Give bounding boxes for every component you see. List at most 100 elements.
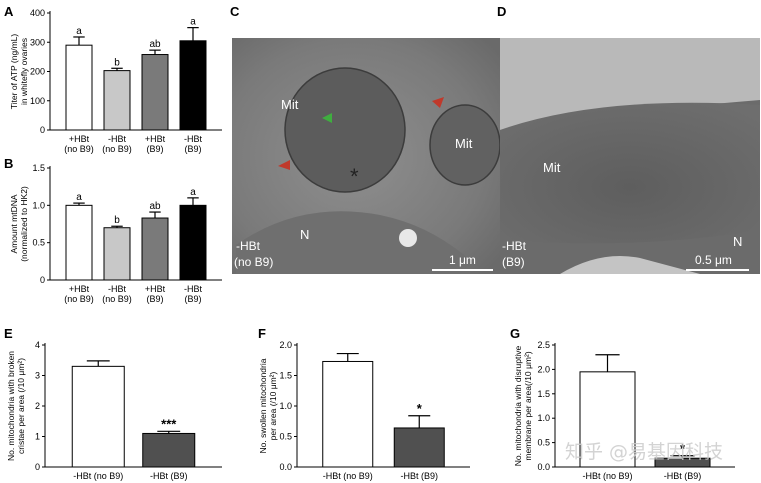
x-tick-label: (B9) (146, 144, 163, 154)
watermark-text: 知乎 @易基因科技 (565, 441, 723, 463)
panel-letter-f: F (258, 326, 266, 341)
y-axis-label-line: membrane per area(/10 μm²) (523, 351, 533, 460)
panel-letter-e: E (4, 326, 13, 341)
significance-label: b (114, 215, 120, 226)
bar (65, 204, 93, 281)
y-axis-label-line: in whitefly ovaries (19, 38, 29, 105)
em-c-condition-1: -HBt (236, 239, 261, 253)
x-tick-label: -HBt (B9) (400, 471, 438, 481)
bar (393, 427, 445, 468)
x-tick-label: +HBt (145, 134, 166, 144)
x-tick-label: -HBt (108, 284, 126, 294)
y-axis-label-line: cristae per area (/10 μm²) (16, 358, 26, 454)
y-tick-label: 0 (40, 275, 45, 285)
x-tick-label: (no B9) (64, 294, 94, 304)
bar (71, 365, 125, 468)
significance-label: a (76, 26, 82, 37)
y-axis-label-line: Titer of ATP (ng/mL) (9, 34, 19, 110)
x-tick-label: -HBt (184, 284, 202, 294)
significance-label: a (190, 17, 196, 28)
x-tick-label: -HBt (184, 134, 202, 144)
panel-letter-c: C (230, 4, 240, 19)
em-d-scale-label: 0.5 μm (695, 253, 732, 267)
x-tick-label: -HBt (B9) (150, 471, 188, 481)
y-tick-label: 0.5 (279, 432, 292, 442)
significance-label: *** (161, 416, 177, 431)
significance-label: a (76, 192, 82, 203)
y-tick-label: 1 (35, 432, 40, 442)
y-axis-label: No. mitochondria with disruptive membrane… (513, 346, 533, 467)
chart-swollen-mitochondria: 0.00.51.01.52.0No. swollen mitochondria p… (258, 340, 470, 481)
x-tick-label: (B9) (184, 294, 201, 304)
chart-mtdna-amount: 0 0.5 1.0 1.5 Amount mtDNA (normalized to HK2… (9, 163, 222, 304)
green-arrow-icon (322, 113, 332, 123)
y-tick-label: 400 (30, 8, 45, 18)
y-tick-label: 0.5 (32, 238, 45, 248)
y-tick-label: 1.5 (537, 389, 550, 399)
y-tick-label: 1.0 (32, 200, 45, 210)
em-image-c: * Mit Mit N -HBt (no B9) 1 μm (232, 38, 501, 274)
em-image-d: Mit N -HBt (B9) 0.5 μm (500, 38, 760, 274)
y-tick-label: 2.0 (279, 340, 292, 350)
y-tick-label: 0.0 (279, 462, 292, 472)
x-tick-label: (B9) (184, 144, 201, 154)
em-d-condition-2: (B9) (502, 255, 525, 269)
chart-atp-titer: 0 100 200 300 400 Titer of ATP (ng/mL) in whit… (9, 8, 222, 154)
em-c-condition-2: (no B9) (234, 255, 273, 269)
panel-letter-a: A (4, 4, 14, 19)
chart-disruptive-membrane: 0.0 0.5 1.0 1.5 2.0 2.5 No. mitochondria with … (513, 340, 735, 481)
y-tick-label: 1.5 (279, 371, 292, 381)
y-tick-label: 1.0 (279, 401, 292, 411)
y-axis-label: Titer of ATP (ng/mL) in whitefly ovaries (9, 34, 29, 110)
significance-label: * (417, 401, 423, 416)
y-tick-label: 1.0 (537, 413, 550, 423)
em-c-scale-label: 1 μm (449, 253, 476, 267)
panel-letter-g: G (510, 326, 520, 341)
significance-label: * (680, 441, 686, 456)
x-tick-label: +HBt (69, 284, 90, 294)
red-arrow-icon (278, 160, 290, 170)
em-c-label-mit-1: Mit (281, 97, 299, 112)
y-axis-label-line: No. mitochondria with disruptive (513, 346, 523, 467)
significance-label: a (190, 187, 196, 198)
significance-label: ab (149, 201, 161, 212)
y-tick-label: 300 (30, 37, 45, 47)
red-arrow-icon (432, 97, 444, 108)
x-tick-label: -HBt (no B9) (73, 471, 123, 481)
bar (579, 371, 636, 468)
y-axis-label-line: Amount mtDNA (9, 194, 19, 253)
bar (142, 432, 196, 468)
asterisk-mark: * (350, 164, 359, 189)
y-tick-label: 2.5 (537, 340, 550, 350)
y-axis-label-line: (normalized to HK2) (19, 186, 29, 262)
x-tick-label: (B9) (146, 294, 163, 304)
y-tick-label: 4 (35, 340, 40, 350)
em-c-label-mit-2: Mit (455, 136, 473, 151)
bar (179, 40, 207, 131)
y-axis-label-line: No. mitochondria with broken (6, 351, 16, 461)
significance-label: ab (149, 39, 161, 50)
y-axis-label-line: No. swollen mitochondria (258, 358, 268, 453)
bar (141, 54, 169, 131)
panel-letter-d: D (497, 4, 506, 19)
x-tick-label: -HBt (B9) (664, 471, 702, 481)
y-axis-label: Amount mtDNA (normalized to HK2) (9, 186, 29, 262)
x-tick-label: +HBt (69, 134, 90, 144)
y-tick-label: 200 (30, 67, 45, 77)
y-tick-label: 0.5 (537, 438, 550, 448)
bar (322, 360, 374, 468)
em-d-label-n: N (733, 234, 742, 249)
y-axis-label: No. mitochondria with broken cristae per … (6, 351, 26, 461)
y-tick-label: 3 (35, 371, 40, 381)
y-axis-label-line: per area (/10 μm²) (268, 371, 278, 440)
y-tick-label: 100 (30, 96, 45, 106)
y-axis-label: No. swollen mitochondria per area (/10 μm… (258, 358, 278, 453)
y-tick-label: 2 (35, 401, 40, 411)
x-tick-label: (no B9) (102, 294, 132, 304)
significance-label: b (114, 57, 120, 68)
chart-broken-cristae: 0 1 2 3 4 No. mitochondria with broken cristae… (6, 340, 222, 481)
em-d-label-mit: Mit (543, 160, 561, 175)
em-d-condition-1: -HBt (502, 239, 527, 253)
x-tick-label: -HBt (108, 134, 126, 144)
